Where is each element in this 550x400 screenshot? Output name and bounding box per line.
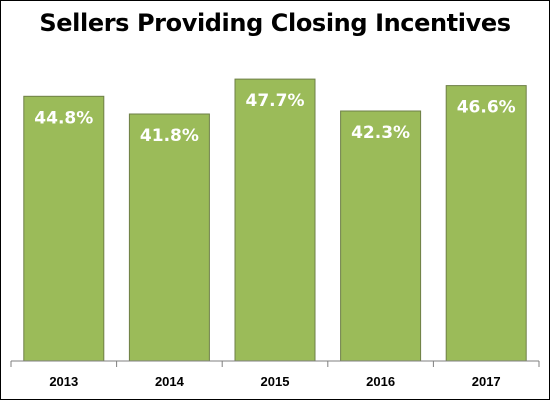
data-label-2016: 42.3% [351, 123, 410, 143]
x-tick-label-2017: 2017 [472, 374, 501, 389]
x-tick-label-2013: 2013 [49, 374, 78, 389]
bar-2014 [128, 113, 210, 362]
x-tick-label-2016: 2016 [366, 374, 395, 389]
bar-2013 [23, 95, 105, 362]
data-label-2014: 41.8% [140, 126, 199, 146]
data-label-2017: 46.6% [457, 98, 516, 118]
chart-title: Sellers Providing Closing Incentives [39, 9, 511, 37]
bar-2015 [234, 78, 316, 362]
data-label-2013: 44.8% [34, 108, 93, 128]
bar-2017 [445, 85, 527, 362]
x-tick-label-2015: 2015 [261, 374, 290, 389]
data-label-2015: 47.7% [246, 91, 305, 111]
x-tick-label-2014: 2014 [155, 374, 185, 389]
bar-2016 [340, 110, 422, 362]
